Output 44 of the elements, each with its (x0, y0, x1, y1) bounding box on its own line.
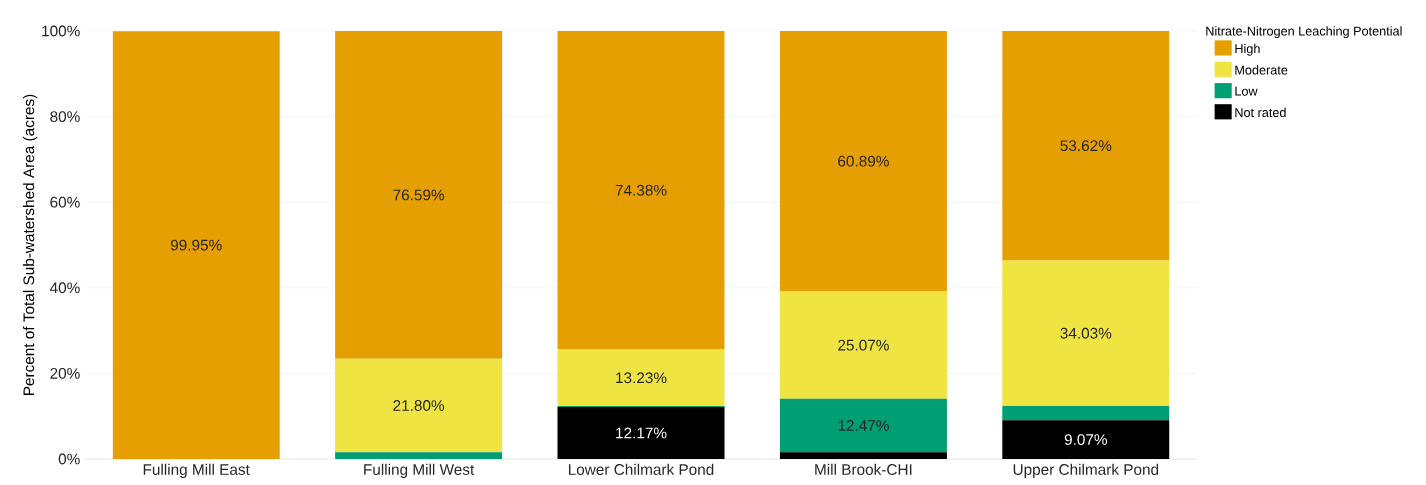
x-tick-label: Fulling Mill East (143, 463, 250, 478)
data-label: 76.59% (393, 189, 445, 201)
x-tick-label: Mill Brook-CHI (815, 463, 912, 475)
y-tick-label: 0% (58, 453, 80, 465)
y-axis-title: Percent of Total Sub-watershed Area (acres) (22, 94, 38, 396)
legend-label: Not rated (1235, 107, 1286, 118)
bar (779, 398, 947, 453)
bar (1002, 31, 1170, 261)
bar (779, 31, 947, 292)
bar (112, 31, 280, 459)
legend-label: High (1235, 43, 1260, 56)
bar (335, 452, 503, 459)
bar (557, 349, 725, 407)
data-label: 21.80% (393, 400, 445, 411)
data-label: 53.62% (1060, 140, 1112, 152)
y-tick-label: 20% (50, 367, 80, 379)
x-tick-label: Lower Chilmark Pond (568, 463, 714, 475)
y-tick-label: 80% (50, 111, 80, 123)
bar (557, 31, 725, 350)
bar (557, 406, 725, 459)
legend-label: Low (1235, 86, 1258, 96)
bar (779, 452, 947, 459)
y-tick-label: 60% (50, 196, 80, 208)
legend-title: Nitrate-Nitrogen Leaching Potential (1206, 26, 1402, 39)
legend-label: Moderate (1235, 65, 1288, 75)
bar (1002, 420, 1170, 459)
x-tick-label: Fulling Mill West (364, 463, 475, 478)
y-tick-label: 100% (42, 25, 80, 37)
bar (335, 31, 503, 359)
bar (335, 358, 503, 453)
bar (779, 291, 947, 399)
data-label: 25.07% (838, 339, 889, 351)
data-label: 99.95% (170, 239, 222, 251)
data-label: 9.07% (1064, 434, 1108, 446)
data-label: 34.03% (1060, 327, 1112, 339)
bar (1002, 406, 1170, 421)
data-label: 12.17% (616, 427, 667, 439)
x-tick-label: Upper Chilmark Pond (1013, 463, 1159, 478)
data-label: 12.47% (838, 420, 889, 431)
data-label: 60.89% (838, 155, 889, 167)
data-label: 13.23% (616, 372, 667, 384)
data-label: 74.38% (615, 184, 667, 196)
y-tick-label: 40% (49, 282, 80, 294)
bar (1002, 260, 1170, 407)
